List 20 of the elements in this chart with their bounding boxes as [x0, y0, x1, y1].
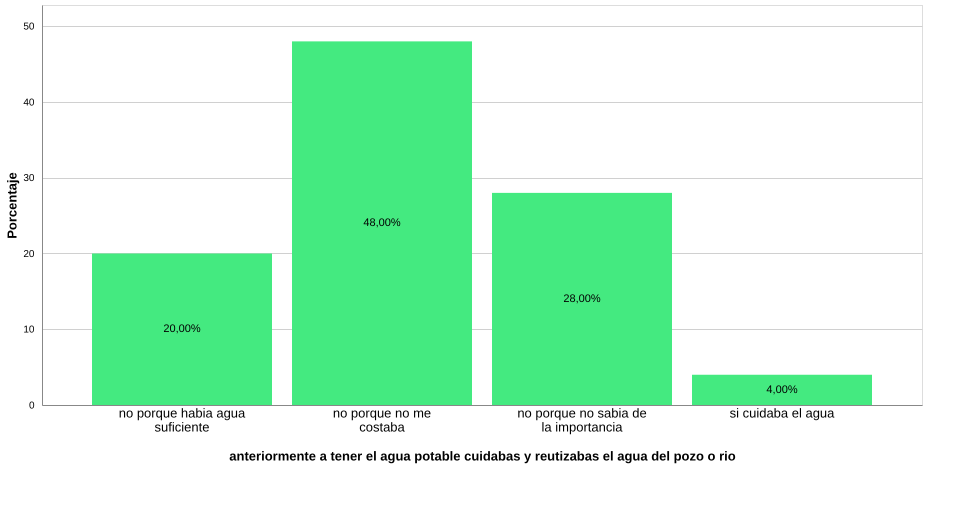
x-tick-label: no porque no sabia de la importancia [517, 406, 647, 434]
bar [92, 253, 272, 405]
y-tick-label: 0 [28, 400, 35, 412]
data-label: 20,00% [163, 323, 201, 336]
y-tick-label: 40 [23, 97, 35, 108]
x-tick-label: no porque no me costaba [332, 406, 432, 434]
data-label: 28,00% [563, 292, 601, 305]
bar [692, 374, 872, 405]
x-tick-label: si cuidaba el agua [730, 406, 836, 420]
data-label: 48,00% [363, 217, 401, 230]
bar [292, 41, 472, 405]
bar [492, 192, 672, 405]
data-label: 4,00% [766, 384, 798, 396]
y-tick-label: 30 [23, 173, 35, 184]
y-tick-label: 20 [23, 248, 35, 260]
x-axis-title: anteriormente a tener el agua potable cuidabas y reutizabas el agua del pozo o rio [229, 448, 736, 464]
x-tick-label: no porque habia agua suficiente [118, 406, 246, 434]
y-tick-label: 50 [23, 22, 35, 33]
y-tick-label: 10 [23, 324, 35, 336]
y-axis-title: Porcentaje [4, 172, 20, 239]
